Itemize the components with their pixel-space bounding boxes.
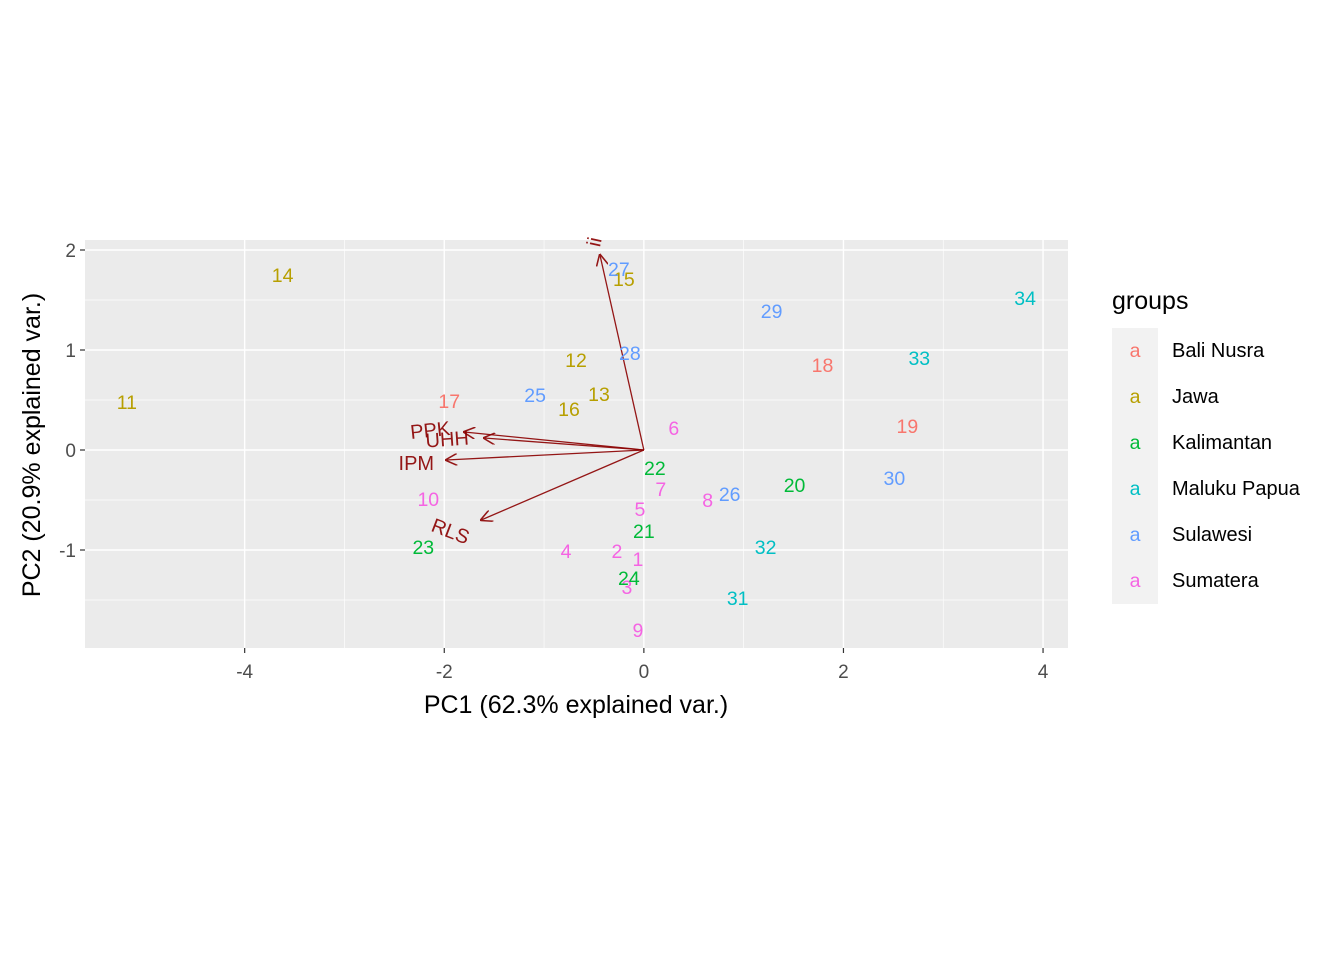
- legend-key-glyph: a: [1130, 524, 1141, 546]
- point-label: 12: [565, 350, 587, 372]
- x-tick-label: -4: [236, 662, 253, 683]
- y-axis: -1 0 1 2: [59, 241, 85, 562]
- x-axis: -4 -2 0 2 4: [236, 648, 1049, 683]
- point-label: 14: [272, 265, 294, 287]
- y-axis-title: PC2 (20.9% explained var.): [18, 293, 46, 597]
- x-tick-label: 2: [838, 662, 849, 683]
- major-gridlines: [85, 240, 1068, 648]
- minor-gridlines: [85, 240, 1068, 648]
- point-label: 26: [719, 484, 741, 506]
- arrow-label-IPM: IPM: [399, 453, 435, 475]
- arrow-RLS: [481, 449, 645, 520]
- point-label: 13: [588, 384, 610, 406]
- arrow-label-UHH: UHH: [425, 428, 470, 453]
- point-label: 1: [632, 549, 643, 571]
- arrow-UHH: [484, 438, 644, 451]
- point-label: 2: [611, 541, 622, 563]
- legend-entry-label: Maluku Papua: [1172, 478, 1301, 500]
- y-tick-label: -1: [59, 541, 76, 562]
- point-label: 22: [644, 458, 666, 480]
- point-label: 30: [884, 468, 906, 490]
- point-label: 27: [608, 259, 630, 281]
- point-label: 32: [755, 537, 777, 559]
- point-label: 10: [417, 489, 439, 511]
- point-label: 18: [812, 355, 834, 377]
- point-label: 23: [412, 537, 434, 559]
- point-label: 21: [633, 521, 655, 543]
- point-label: 31: [727, 588, 749, 610]
- legend-key-glyph: a: [1130, 340, 1141, 362]
- x-tick-label: 4: [1038, 662, 1049, 683]
- legend-key-glyph: a: [1130, 432, 1141, 454]
- legend-key-glyph: a: [1130, 478, 1141, 500]
- point-label: 17: [438, 391, 460, 413]
- point-label: 11: [117, 392, 137, 414]
- point-label: 19: [896, 416, 918, 438]
- legend-entry-label: Sumatera: [1172, 570, 1260, 592]
- point-label: 29: [761, 301, 783, 323]
- point-label: 15: [613, 269, 635, 291]
- point-label: 6: [668, 418, 679, 440]
- point-label: 8: [702, 490, 713, 512]
- point-label: 24: [618, 568, 640, 590]
- x-tick-label: -2: [436, 662, 453, 683]
- x-axis-title: PC1 (62.3% explained var.): [424, 691, 728, 719]
- y-tick-label: 0: [65, 441, 76, 462]
- legend-entry-label: Sulawesi: [1172, 524, 1252, 546]
- legend-keys-background: [1112, 328, 1158, 604]
- legend-entry-label: Bali Nusra: [1172, 340, 1265, 362]
- point-label: 28: [619, 343, 641, 365]
- point-label: 9: [632, 620, 643, 642]
- point-label: 16: [558, 399, 580, 421]
- point-label: 4: [561, 541, 572, 563]
- legend-key-glyph: a: [1130, 386, 1141, 408]
- point-label: 5: [634, 499, 645, 521]
- legend-key-glyph: a: [1130, 570, 1141, 592]
- point-label: 25: [524, 385, 546, 407]
- arrow-ii: [600, 255, 645, 451]
- point-label: 33: [908, 348, 930, 370]
- arrow-IPM: [446, 449, 644, 460]
- x-tick-label: 0: [639, 662, 650, 683]
- arrow-label-PPK: PPK: [409, 418, 452, 444]
- legend-entry-label: Jawa: [1172, 386, 1220, 408]
- point-label: 34: [1014, 288, 1036, 310]
- plot-panel: [85, 240, 1068, 648]
- point-label: 3: [621, 577, 632, 599]
- point-label: 20: [784, 475, 806, 497]
- legend-title: groups: [1112, 287, 1188, 315]
- point-label: 7: [655, 479, 666, 501]
- y-tick-label: 1: [65, 341, 76, 362]
- y-tick-label: 2: [65, 241, 76, 262]
- legend: groups a Bali Nusra a Jawa a Kalimantan a Maluk…: [1112, 287, 1301, 604]
- legend-entry-label: Kalimantan: [1172, 432, 1272, 454]
